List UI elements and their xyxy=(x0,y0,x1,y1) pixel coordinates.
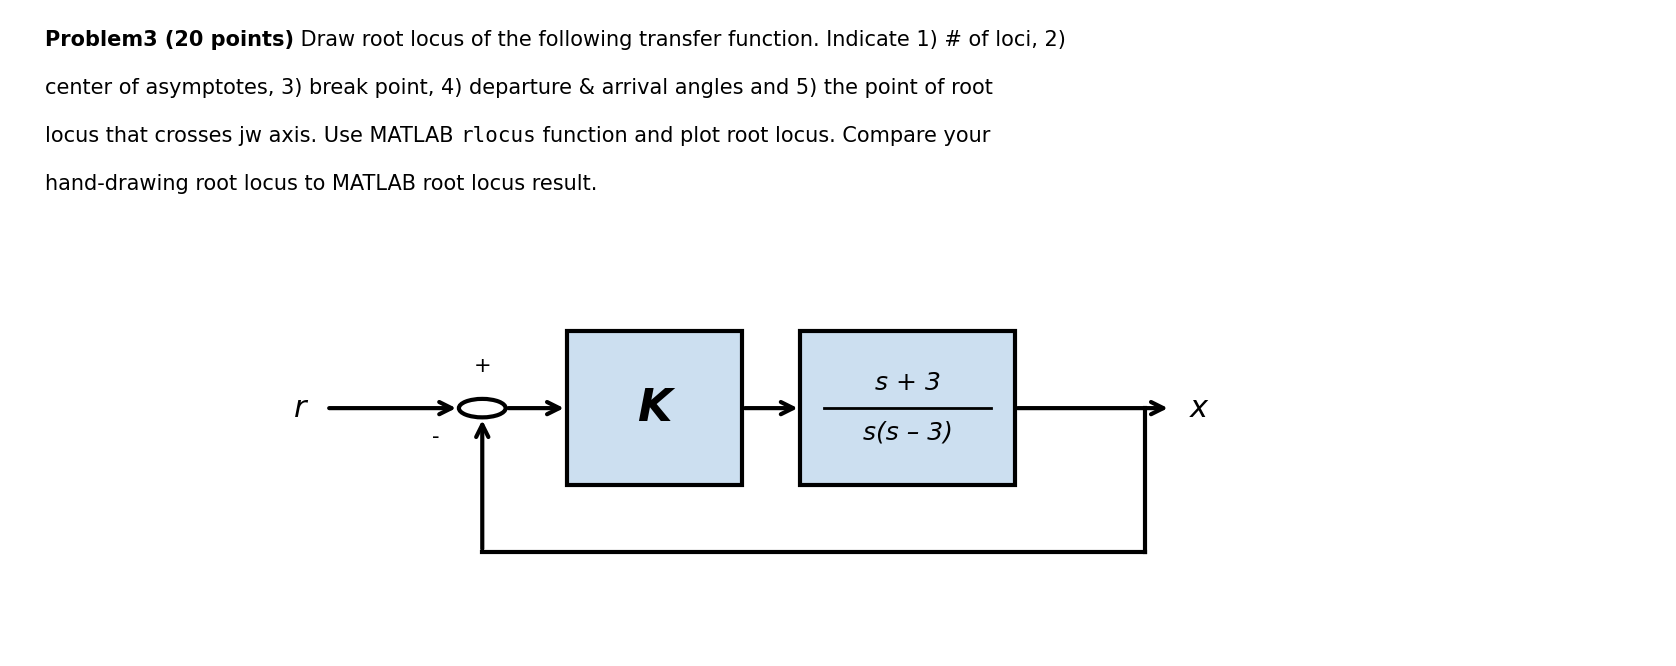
Text: hand-drawing root locus to MATLAB root locus result.: hand-drawing root locus to MATLAB root l… xyxy=(45,174,598,194)
Text: rlocus: rlocus xyxy=(461,126,536,146)
Text: function and plot root locus. Compare your: function and plot root locus. Compare yo… xyxy=(536,126,991,146)
Text: x: x xyxy=(1190,394,1208,423)
Text: s + 3: s + 3 xyxy=(875,372,940,396)
FancyBboxPatch shape xyxy=(801,331,1016,485)
FancyBboxPatch shape xyxy=(566,331,742,485)
Text: Draw root locus of the following transfer function. Indicate 1) # of loci, 2): Draw root locus of the following transfe… xyxy=(295,30,1066,50)
Text: r: r xyxy=(295,394,307,423)
Text: Problem3 (20 points): Problem3 (20 points) xyxy=(45,30,295,50)
Text: center of asymptotes, 3) break point, 4) departure & arrival angles and 5) the p: center of asymptotes, 3) break point, 4)… xyxy=(45,78,994,98)
Text: locus that crosses jw axis. Use MATLAB: locus that crosses jw axis. Use MATLAB xyxy=(45,126,461,146)
Text: -: - xyxy=(432,427,439,447)
Text: s(s – 3): s(s – 3) xyxy=(863,421,952,445)
Text: +: + xyxy=(473,356,491,376)
Text: K: K xyxy=(637,387,672,430)
